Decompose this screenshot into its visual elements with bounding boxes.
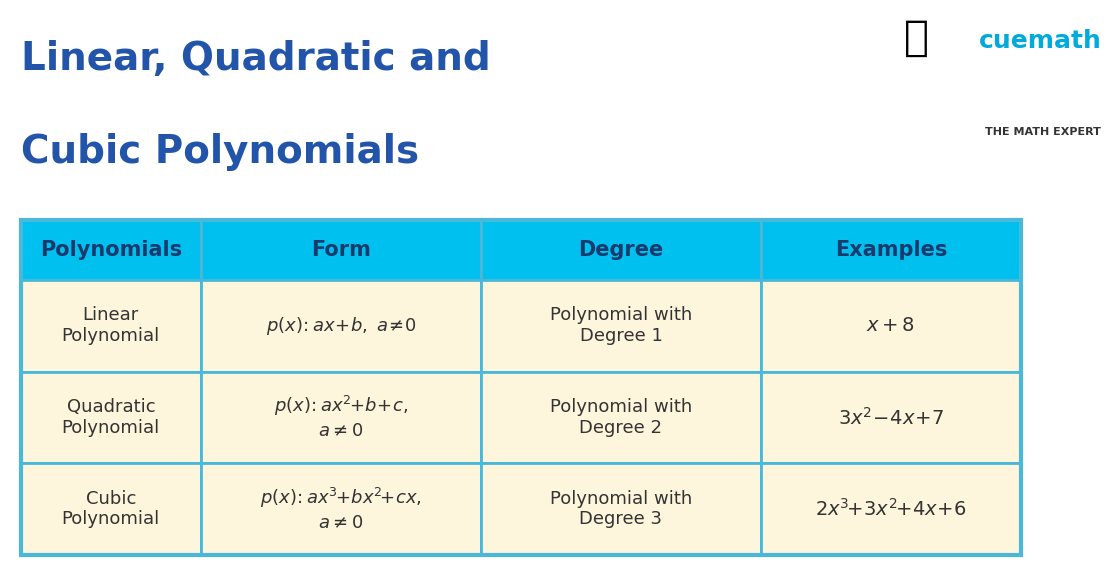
FancyBboxPatch shape <box>21 280 200 372</box>
Text: Cubic
Polynomial: Cubic Polynomial <box>61 490 160 528</box>
FancyBboxPatch shape <box>481 463 761 555</box>
FancyBboxPatch shape <box>200 280 481 372</box>
FancyBboxPatch shape <box>200 220 481 280</box>
FancyBboxPatch shape <box>21 372 200 463</box>
Text: 🚀: 🚀 <box>905 17 929 60</box>
Text: Polynomial with
Degree 1: Polynomial with Degree 1 <box>550 306 692 345</box>
FancyBboxPatch shape <box>21 463 200 555</box>
FancyBboxPatch shape <box>200 372 481 463</box>
FancyBboxPatch shape <box>761 280 1021 372</box>
Text: $p(x)\!: ax\!+\!b,\ a \!\neq\! 0$: $p(x)\!: ax\!+\!b,\ a \!\neq\! 0$ <box>266 315 416 337</box>
Text: $p(x)\!: ax^2\!\!+\!b\!+\!c,$: $p(x)\!: ax^2\!\!+\!b\!+\!c,$ <box>274 394 408 418</box>
FancyBboxPatch shape <box>200 463 481 555</box>
FancyBboxPatch shape <box>481 280 761 372</box>
FancyBboxPatch shape <box>761 463 1021 555</box>
Text: Form: Form <box>311 240 371 260</box>
Text: $a \neq 0$: $a \neq 0$ <box>318 514 364 532</box>
Text: $2x^3\!\!+\!3x^2\!\!+\!4x\!+\!6$: $2x^3\!\!+\!3x^2\!\!+\!4x\!+\!6$ <box>815 498 967 520</box>
Text: Examples: Examples <box>835 240 947 260</box>
Text: THE MATH EXPERT: THE MATH EXPERT <box>985 127 1101 137</box>
Text: $p(x)\!: ax^3\!\!+\!bx^2\!\!+\!cx,$: $p(x)\!: ax^3\!\!+\!bx^2\!\!+\!cx,$ <box>260 486 422 510</box>
Text: Quadratic
Polynomial: Quadratic Polynomial <box>61 398 160 437</box>
Text: Polynomial with
Degree 2: Polynomial with Degree 2 <box>550 398 692 437</box>
Text: Degree: Degree <box>579 240 663 260</box>
Text: cuemath: cuemath <box>979 29 1102 53</box>
Text: Cubic Polynomials: Cubic Polynomials <box>21 133 418 171</box>
Text: Polynomials: Polynomials <box>40 240 181 260</box>
Text: Linear
Polynomial: Linear Polynomial <box>61 306 160 345</box>
FancyBboxPatch shape <box>21 220 200 280</box>
Text: $3x^2\!-\!4x\!+\!7$: $3x^2\!-\!4x\!+\!7$ <box>838 406 944 428</box>
Text: $x + 8$: $x + 8$ <box>867 316 916 335</box>
FancyBboxPatch shape <box>481 372 761 463</box>
Text: $a \neq 0$: $a \neq 0$ <box>318 422 364 440</box>
Text: Polynomial with
Degree 3: Polynomial with Degree 3 <box>550 490 692 528</box>
FancyBboxPatch shape <box>761 220 1021 280</box>
FancyBboxPatch shape <box>481 220 761 280</box>
FancyBboxPatch shape <box>761 372 1021 463</box>
Text: Linear, Quadratic and: Linear, Quadratic and <box>21 40 491 79</box>
